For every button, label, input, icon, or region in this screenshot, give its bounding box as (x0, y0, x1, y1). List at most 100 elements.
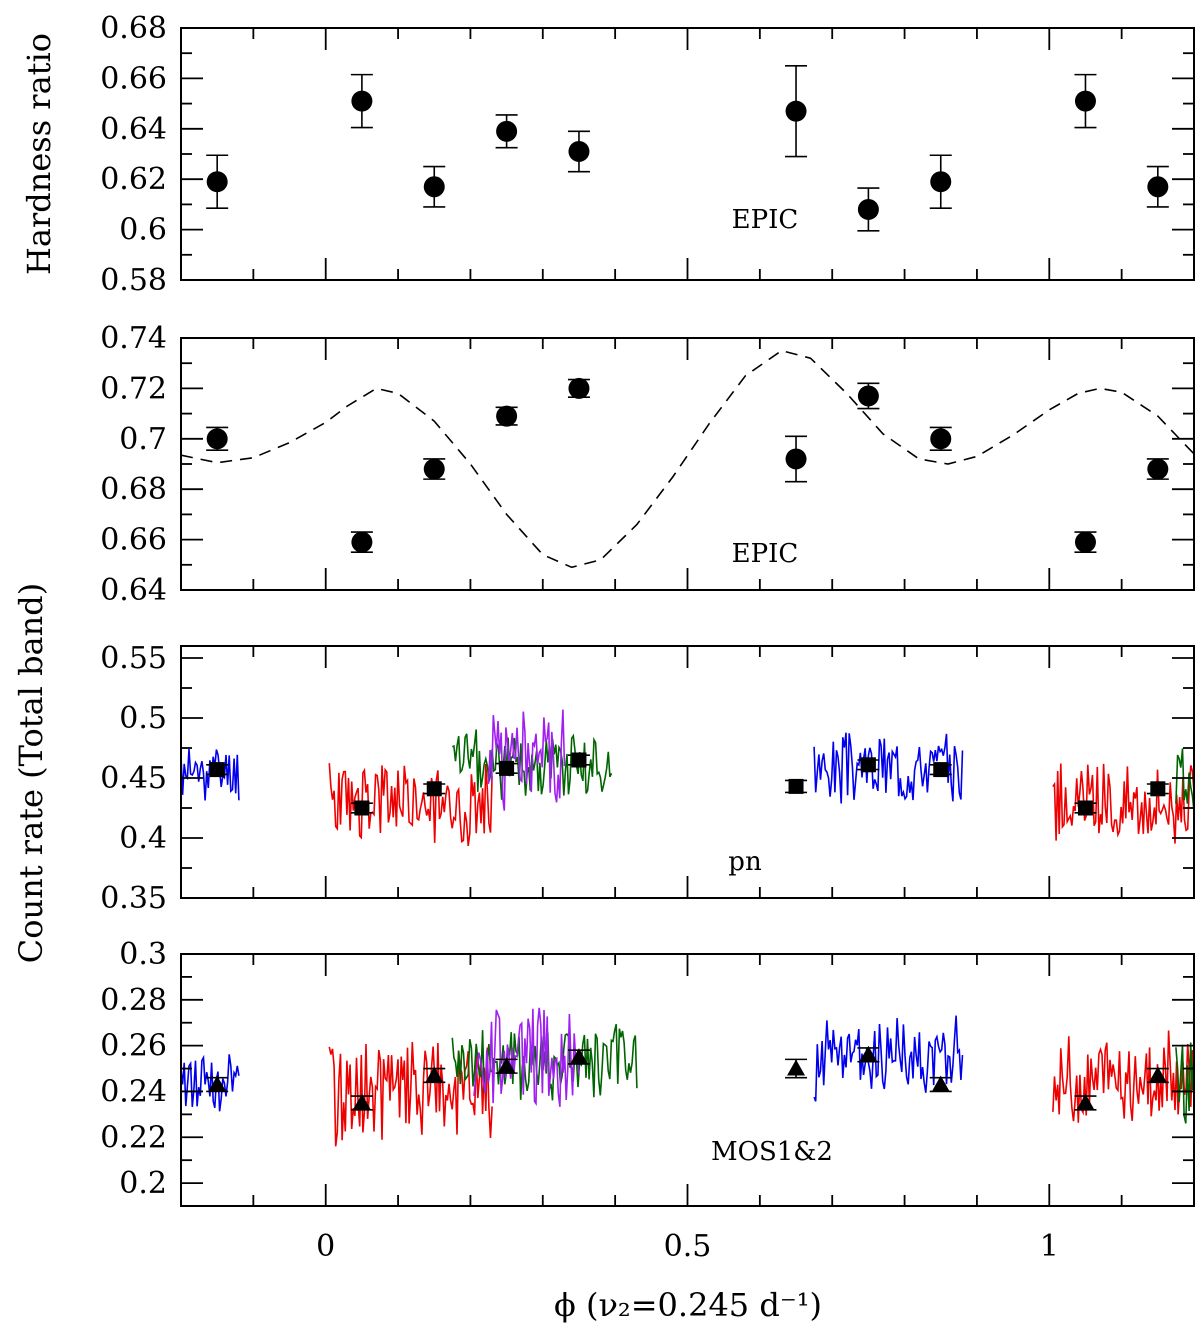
marker-circle (423, 176, 445, 198)
y-axis-label-count-rate: Count rate (Total band) (12, 583, 50, 963)
y-tick-label: 0.45 (100, 761, 167, 796)
y-tick-label: 0.64 (100, 573, 167, 608)
y-axis-label-hardness: Hardness ratio (20, 33, 58, 275)
light-curve-series-3 (487, 709, 566, 811)
marker-square (788, 778, 804, 794)
y-tick-label: 0.74 (100, 321, 167, 356)
marker-circle (496, 120, 518, 142)
x-tick-label: 0 (316, 1229, 335, 1264)
y-tick-label: 0.58 (100, 263, 167, 298)
marker-square (571, 752, 587, 768)
plot-area (181, 709, 1194, 847)
light-curve-series-0 (181, 748, 240, 801)
data-point-4 (567, 130, 590, 173)
x-tick-label: 1 (1040, 1229, 1059, 1264)
data-point-6 (857, 757, 880, 773)
data-point-9 (1146, 781, 1169, 797)
data-point-8 (1074, 800, 1097, 816)
y-tick-label: 0.62 (100, 162, 167, 197)
panel-hardness-ratio: 0.58 0.6 0.62 0.64 0.66 0.68 EPIC (100, 11, 1195, 298)
data-point-2 (423, 1066, 446, 1084)
data-point-6 (857, 187, 880, 232)
marker-circle (1074, 90, 1096, 112)
light-curve-series-5 (1052, 763, 1194, 844)
y-tick-label: 0.24 (100, 1074, 167, 1109)
data-point-0 (206, 762, 229, 778)
axes-frame (180, 953, 1195, 1207)
marker-circle (206, 428, 228, 450)
panels: 0.580.60.620.640.660.68EPIC0.640.660.680… (100, 11, 1195, 1264)
marker-triangle (931, 1075, 950, 1092)
y-tick-label: 0.68 (100, 472, 167, 507)
y-tick-label: 0.3 (119, 937, 167, 972)
marker-triangle (352, 1093, 371, 1110)
y-tick-label: 0.66 (100, 523, 167, 558)
light-curve-series-1 (328, 763, 493, 847)
marker-circle (1147, 176, 1169, 198)
axes-frame (180, 645, 1195, 899)
axes-frame (180, 337, 1195, 591)
data-point-3 (495, 760, 518, 776)
data-point-5 (785, 1058, 808, 1079)
marker-circle (568, 377, 590, 399)
marker-circle (930, 171, 952, 193)
x-axis-label: ϕ (ν₂=0.245 d⁻¹) (554, 1286, 822, 1324)
data-point-7 (929, 154, 952, 209)
marker-circle (206, 171, 228, 193)
data-point-3 (495, 1057, 518, 1074)
marker-triangle (1148, 1066, 1167, 1083)
data-point-4 (567, 377, 590, 399)
data-point-9 (1146, 1066, 1169, 1084)
marker-triangle (787, 1059, 806, 1076)
light-curve-series-4 (813, 1015, 964, 1102)
data-point-3 (495, 405, 518, 427)
marker-circle (1074, 531, 1096, 553)
data-point-9 (1146, 165, 1169, 208)
data-point-7 (929, 426, 952, 451)
marker-square (933, 762, 949, 778)
y-tick-label: 0.72 (100, 371, 167, 406)
light-curve-series-3 (473, 1007, 580, 1107)
panel-count-rate-mos: 0.2 0.22 0.24 0.26 0.28 0.3 MOS1&2 0 0.5 1 (100, 937, 1195, 1264)
data-point-0 (206, 154, 229, 209)
panel-annotation: EPIC (732, 205, 799, 235)
data-point-8 (1074, 1093, 1097, 1111)
light-curve-series-4 (813, 732, 964, 804)
marker-triangle (425, 1066, 444, 1083)
y-tick-label: 0.64 (100, 112, 167, 147)
y-tick-label: 0.6 (119, 213, 167, 248)
data-point-0 (206, 426, 229, 451)
marker-circle (568, 140, 590, 162)
data-point-5 (785, 778, 808, 794)
data-point-8 (1074, 531, 1097, 554)
panel-annotation: pn (728, 847, 762, 877)
y-tick-label: 0.2 (119, 1166, 167, 1201)
y-tick-label: 0.7 (119, 422, 167, 457)
axes-frame (180, 27, 1195, 281)
marker-triangle (208, 1075, 227, 1092)
marker-circle (1147, 458, 1169, 480)
marker-square (426, 781, 442, 797)
panel-annotation: MOS1&2 (711, 1137, 833, 1167)
data-point-1 (350, 531, 373, 554)
y-tick-label: 0.5 (119, 701, 167, 736)
data-point-1 (350, 73, 373, 129)
plot-area (206, 65, 1169, 232)
data-point-6 (857, 382, 880, 410)
y-tick-label: 0.28 (100, 983, 167, 1018)
light-curve-series-6 (1175, 748, 1194, 811)
data-point-6 (857, 1045, 880, 1063)
data-point-5 (785, 435, 808, 483)
data-point-1 (350, 800, 373, 816)
light-curve-series-5 (1052, 1030, 1194, 1123)
y-tick-label: 0.35 (100, 881, 167, 916)
marker-circle (857, 198, 879, 220)
data-point-7 (929, 1075, 952, 1093)
marker-circle (351, 531, 373, 553)
data-point-3 (495, 114, 518, 149)
marker-circle (785, 448, 807, 470)
plot-area (181, 349, 1194, 569)
y-tick-label: 0.68 (100, 11, 167, 46)
marker-circle (785, 100, 807, 122)
